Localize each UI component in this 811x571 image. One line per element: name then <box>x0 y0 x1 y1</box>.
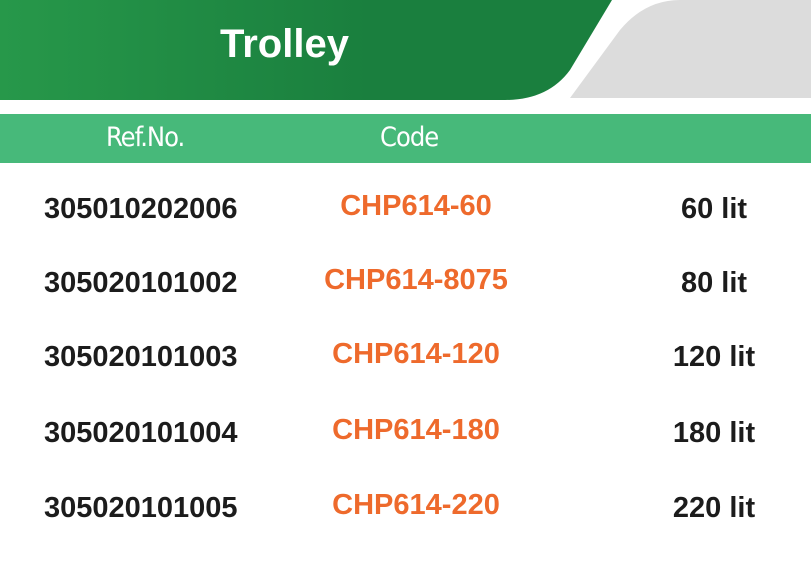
volume: 180 lit <box>672 417 756 449</box>
page-title: Trolley <box>220 22 349 66</box>
product-code: CHP614-8075 <box>324 264 508 296</box>
ref-number: 305020101003 <box>44 341 238 373</box>
product-code: CHP614-120 <box>332 338 500 370</box>
product-code: CHP614-60 <box>340 190 492 222</box>
header-code: Code <box>380 122 439 153</box>
ref-number: 305010202006 <box>44 193 238 225</box>
table-header <box>0 114 811 163</box>
header-ref: Ref.No. <box>106 122 185 153</box>
header-banner <box>0 0 811 100</box>
volume: 120 lit <box>672 341 756 373</box>
volume: 60 lit <box>680 193 748 225</box>
product-code: CHP614-220 <box>332 489 500 521</box>
table-row: 305020101004 CHP614-180 180 lit <box>0 414 811 457</box>
green-shape <box>0 0 612 100</box>
ref-number: 305020101002 <box>44 267 238 299</box>
table-row: 305010202006 CHP614-60 60 lit <box>0 190 811 233</box>
gray-shape <box>570 0 811 98</box>
table-row: 305020101003 CHP614-120 120 lit <box>0 338 811 381</box>
volume: 220 lit <box>672 492 756 524</box>
product-code: CHP614-180 <box>332 414 500 446</box>
ref-number: 305020101004 <box>44 417 238 449</box>
table-row: 305020101005 CHP614-220 220 lit <box>0 489 811 532</box>
ref-number: 305020101005 <box>44 492 238 524</box>
table-row: 305020101002 CHP614-8075 80 lit <box>0 264 811 307</box>
volume: 80 lit <box>680 267 748 299</box>
